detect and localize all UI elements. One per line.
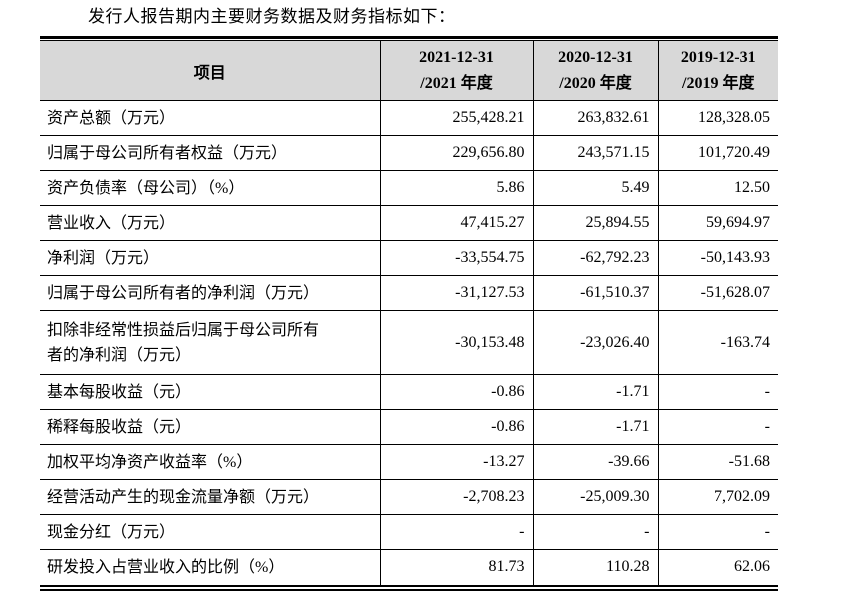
- value-cell: -: [532, 514, 658, 550]
- header-cell-period-2019: 2019-12-31 /2019 年度: [657, 40, 778, 101]
- value-cell: 255,428.21: [379, 100, 533, 136]
- row-label: 经营活动产生的现金流量净额（万元）: [40, 479, 380, 515]
- value-cell: 110.28: [532, 549, 658, 585]
- table-body: 资产总额（万元） 255,428.21 263,832.61 128,328.0…: [40, 100, 778, 585]
- row-label: 归属于母公司所有者权益（万元）: [40, 135, 380, 171]
- value-cell: 25,894.55: [532, 205, 658, 241]
- row-label: 研发投入占营业收入的比例（%）: [47, 558, 285, 576]
- value-cell: 263,832.61: [532, 100, 658, 136]
- period-year: /2021 年度: [420, 74, 493, 92]
- value-cell: -50,143.93: [657, 240, 778, 276]
- value-cell: -163.74: [657, 310, 778, 375]
- value-cell: -2,708.23: [379, 479, 533, 515]
- value-cell: 47,415.27: [379, 205, 533, 241]
- value-cell: 7,702.09: [657, 479, 778, 515]
- table-row: 扣除非经常性损益后归属于母公司所有者的净利润（万元） -30,153.48 -2…: [40, 310, 778, 375]
- value-cell: -0.86: [379, 374, 533, 410]
- value-cell: -33,554.75: [379, 240, 533, 276]
- section-title: 发行人报告期内主要财务数据及财务指标如下：: [88, 7, 456, 26]
- table-row: 现金分红（万元） - - -: [40, 514, 778, 550]
- value-cell: -61,510.37: [532, 275, 658, 311]
- table-row: 归属于母公司所有者的净利润（万元） -31,127.53 -61,510.37 …: [40, 275, 778, 311]
- financial-table: 项目 2021-12-31 /2021 年度 2020-12-31 /2020 …: [40, 40, 778, 585]
- value-cell: -30,153.48: [379, 310, 533, 375]
- header-item-label: 项目: [193, 64, 226, 82]
- value-cell: -: [657, 409, 778, 445]
- table-row: 加权平均净资产收益率（%） -13.27 -39.66 -51.68: [40, 444, 778, 480]
- value-cell: -51,628.07: [657, 275, 778, 311]
- period-date: 2020-12-31: [558, 48, 633, 66]
- table-row: 净利润（万元） -33,554.75 -62,792.23 -50,143.93: [40, 240, 778, 276]
- value-cell: -39.66: [532, 444, 658, 480]
- value-cell: -23,026.40: [532, 310, 658, 375]
- value-cell: -62,792.23: [532, 240, 658, 276]
- header-row: 项目 2021-12-31 /2021 年度 2020-12-31 /2020 …: [40, 40, 778, 101]
- period-year: /2020 年度: [559, 74, 632, 92]
- row-label: 基本每股收益（元）: [40, 374, 380, 410]
- table-row: 归属于母公司所有者权益（万元） 229,656.80 243,571.15 10…: [40, 135, 778, 171]
- row-label: 净利润（万元）: [40, 240, 380, 276]
- period-date: 2019-12-31: [680, 48, 756, 66]
- row-label: 扣除非经常性损益后归属于母公司所有者的净利润（万元）: [40, 310, 380, 375]
- value-cell: 81.73: [379, 549, 533, 585]
- table-row: 资产负债率（母公司）（%） 5.86 5.49 12.50: [40, 170, 778, 206]
- value-cell: 243,571.15: [532, 135, 658, 171]
- value-cell: 62.06: [657, 549, 778, 585]
- value-cell: 59,694.97: [657, 205, 778, 241]
- value-cell: -0.86: [379, 409, 533, 445]
- header-cell-item: 项目: [40, 40, 380, 101]
- row-label: 归属于母公司所有者的净利润（万元）: [40, 275, 380, 311]
- value-cell: 229,656.80: [379, 135, 533, 171]
- value-cell: -: [657, 374, 778, 410]
- value-cell: -: [657, 514, 778, 550]
- row-label: 加权平均净资产收益率（%）: [40, 444, 380, 480]
- table-row: 基本每股收益（元） -0.86 -1.71 -: [40, 374, 778, 410]
- row-label: 稀释每股收益（元）: [40, 409, 380, 445]
- value-cell: -1.71: [532, 374, 658, 410]
- value-cell: -: [379, 514, 533, 550]
- value-cell: -31,127.53: [379, 275, 533, 311]
- table-row: 稀释每股收益（元） -0.86 -1.71 -: [40, 409, 778, 445]
- row-label: 现金分红（万元）: [40, 514, 380, 550]
- table-header: 项目 2021-12-31 /2021 年度 2020-12-31 /2020 …: [40, 40, 778, 101]
- table-row: 营业收入（万元） 47,415.27 25,894.55 59,694.97: [40, 205, 778, 241]
- value-cell: 101,720.49: [657, 135, 778, 171]
- value-cell: -1.71: [532, 409, 658, 445]
- row-label: 资产负债率（母公司）（%）: [40, 170, 380, 206]
- period-year: /2019 年度: [682, 74, 755, 92]
- value-cell: 5.49: [532, 170, 658, 206]
- row-label: 营业收入（万元）: [40, 205, 380, 241]
- financial-table-wrapper: 项目 2021-12-31 /2021 年度 2020-12-31 /2020 …: [40, 36, 778, 591]
- table-row: 资产总额（万元） 255,428.21 263,832.61 128,328.0…: [40, 100, 778, 136]
- value-cell: -13.27: [379, 444, 533, 480]
- row-label: 资产总额（万元）: [40, 100, 380, 136]
- value-cell: -51.68: [657, 444, 778, 480]
- table-row: 研发投入占营业收入的比例（%） 81.73 110.28 62.06: [40, 549, 778, 585]
- period-date: 2021-12-31: [419, 48, 494, 66]
- header-cell-period-2020: 2020-12-31 /2020 年度: [532, 40, 658, 101]
- table-row: 经营活动产生的现金流量净额（万元） -2,708.23 -25,009.30 7…: [40, 479, 778, 515]
- value-cell: 128,328.05: [657, 100, 778, 136]
- value-cell: 5.86: [379, 170, 533, 206]
- value-cell: 12.50: [657, 170, 778, 206]
- header-cell-period-2021: 2021-12-31 /2021 年度: [379, 40, 533, 101]
- value-cell: -25,009.30: [532, 479, 658, 515]
